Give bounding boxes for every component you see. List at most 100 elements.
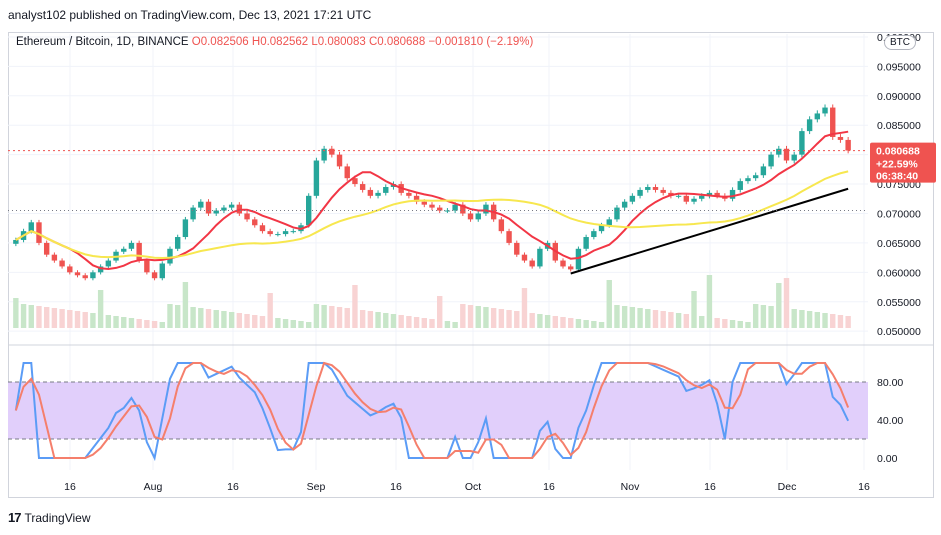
volume-bar-74 [583,320,589,328]
volume-bar-32 [259,316,266,328]
candle-body-73 [575,248,582,270]
candle-body-83 [652,187,659,190]
volume-bar-69 [544,315,551,328]
candle-body-104 [814,113,821,120]
volume-bar-94 [737,321,743,328]
candle-body-75 [591,231,597,238]
candle-body-57 [452,204,458,211]
volume-bar-6 [59,309,65,328]
y-tick-label-0: 0.050000 [877,326,921,338]
candle-body-21 [174,237,181,249]
volume-bar-16 [136,319,142,328]
candle-body-59 [467,213,474,220]
volume-bar-7 [67,310,73,328]
candle-body-17 [144,260,150,273]
candle-body-82 [645,187,651,190]
volume-bar-1 [20,304,27,328]
candle-body-77 [606,219,612,226]
brand-label: TradingView [24,510,91,525]
candle-body-39 [313,160,320,196]
candle-body-4 [43,242,50,255]
volume-bar-0 [13,298,19,328]
volume-bar-55 [437,296,443,328]
volume-bar-19 [159,322,165,328]
candle-body-2 [28,222,34,232]
volume-bar-100 [783,278,790,328]
price-tag-box [870,142,936,183]
candle-body-88 [691,198,697,202]
x-tick-label-4: 16 [390,481,402,493]
volume-bar-47 [375,312,381,328]
candle-body-84 [660,189,666,193]
volume-bar-51 [406,316,412,328]
candle-body-3 [36,222,42,243]
candle-body-100 [783,148,790,161]
ma-fast-line [15,130,849,271]
candle-body-12 [105,260,112,267]
candle-body-9 [82,275,88,279]
candle-body-71 [560,260,566,267]
x-tick-label-8: 16 [704,481,716,493]
volume-bar-3 [36,306,42,328]
volume-bar-29 [236,313,243,328]
volume-bar-9 [82,312,88,328]
volume-bar-85 [668,312,674,328]
candle-body-45 [359,184,366,190]
volume-bar-82 [645,309,651,328]
y-tick-label-9: 0.095000 [877,61,921,73]
candle-body-67 [529,260,535,267]
candle-body-61 [483,204,489,214]
volume-bar-41 [329,306,335,328]
volume-bar-78 [614,305,620,328]
footer-brand[interactable]: 17 TradingView [8,510,91,525]
candle-body-44 [352,178,358,185]
x-tick-label-2: 16 [227,481,239,493]
volume-bar-24 [198,308,204,328]
volume-bar-66 [521,288,528,328]
trend-line [570,187,849,275]
volume-bar-73 [575,319,582,328]
candle-body-56 [444,210,451,212]
candle-body-64 [506,231,512,243]
candle-body-22 [182,219,189,238]
candle-body-102 [799,131,805,155]
volume-bar-46 [367,311,374,328]
currency-badge[interactable]: BTC [884,35,916,50]
volume-bar-21 [174,305,181,328]
candle-body-19 [159,263,165,279]
volume-bar-103 [806,311,813,328]
y-tick-label-3: 0.065000 [877,238,921,250]
close-value: C0.080688 [368,36,426,48]
volume-bar-90 [706,275,713,328]
candle-body-80 [629,195,636,202]
candle-body-31 [252,219,258,226]
candle-body-26 [213,210,219,214]
candle-body-103 [806,119,813,132]
candle-body-76 [598,225,605,232]
candle-body-96 [752,175,759,179]
candle-body-25 [205,201,212,214]
volume-bar-56 [444,321,451,328]
candle-body-10 [90,272,96,279]
x-tick-label-9: Dec [778,481,797,493]
candle-body-94 [737,181,743,190]
volume-bar-35 [282,319,289,328]
tradingview-logo-icon: 17 [8,510,22,525]
candle-body-7 [67,266,73,273]
volume-bar-76 [598,322,605,328]
y-tick-label-8: 0.090000 [877,91,921,103]
stoch-tick-label-0: 80.00 [877,377,903,389]
candle-body-23 [190,207,196,220]
volume-bar-36 [290,320,296,328]
price-tag-change: +22.59% [876,159,918,171]
volume-bar-96 [752,304,759,328]
volume-bar-91 [714,318,720,328]
candle-body-30 [244,213,250,220]
volume-bar-18 [151,321,158,328]
volume-bar-50 [398,315,404,328]
volume-bar-54 [429,319,435,328]
candle-body-90 [706,192,713,196]
volume-bar-31 [252,315,258,328]
volume-bar-83 [652,310,659,328]
